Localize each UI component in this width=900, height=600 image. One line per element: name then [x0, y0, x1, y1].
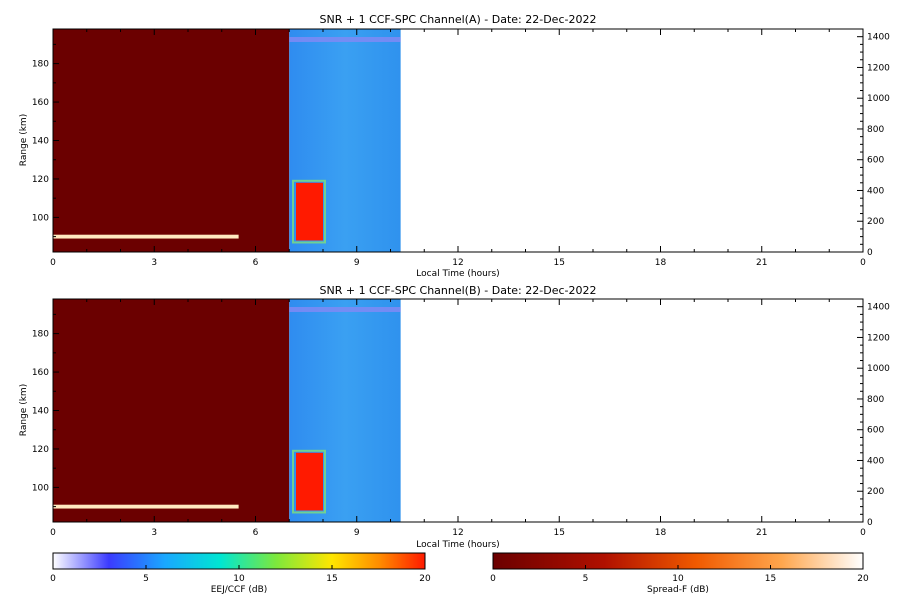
y-tick-label: 180 — [32, 60, 49, 70]
colorbar-tick-label: 0 — [490, 574, 496, 584]
y-right-tick-label: 800 — [867, 395, 884, 405]
panel-channel-a: SNR + 1 CCF-SPC Channel(A) - Date: 22-De… — [19, 13, 890, 279]
colorbar-eej-ccf: 0 5 10 15 20 EEJ/CCF (dB) — [50, 552, 431, 595]
colorbar-tick-label: 0 — [50, 574, 56, 584]
x-tick-label: 9 — [354, 528, 360, 538]
x-tick-label: 0 — [50, 528, 56, 538]
x-tick-label: 21 — [756, 528, 767, 538]
x-tick-label: 18 — [655, 528, 667, 538]
colorbar-label: EEJ/CCF (dB) — [211, 585, 268, 595]
colorbar-tick-label: 5 — [143, 574, 149, 584]
x-tick-label: 12 — [452, 528, 463, 538]
y-right-tick-label: 400 — [867, 456, 884, 466]
panel-title: SNR + 1 CCF-SPC Channel(B) - Date: 22-De… — [320, 284, 597, 297]
y-tick-label: 120 — [32, 445, 49, 455]
x-tick-label: 6 — [253, 258, 259, 268]
y-right-tick-label: 600 — [867, 426, 884, 436]
y-right-tick-label: 1400 — [867, 33, 890, 43]
colorbar-ticks: 0 5 10 15 20 — [490, 565, 869, 584]
x-tick-label: 3 — [151, 528, 157, 538]
x-tick-label: 0 — [50, 258, 56, 268]
y-tick-label: 160 — [32, 98, 49, 108]
heatmap-region — [53, 234, 239, 239]
y-right-tick-label: 200 — [867, 217, 884, 227]
x-tick-label: 21 — [756, 258, 767, 268]
y-right-tick-label: 400 — [867, 186, 884, 196]
y-tick-label: 120 — [32, 175, 49, 185]
y-right-tick-label: 800 — [867, 125, 884, 135]
y-right-tick-label: 0 — [867, 248, 873, 258]
x-tick-label: 6 — [253, 528, 259, 538]
heatmap-region — [296, 182, 323, 241]
colorbar-label: Spread-F (dB) — [647, 585, 709, 595]
x-tick-label: 12 — [452, 258, 463, 268]
heatmap-edge-band — [289, 37, 401, 42]
colorbar-tick-label: 5 — [583, 574, 589, 584]
x-tick-label: 18 — [655, 258, 667, 268]
echo-fringe — [292, 449, 326, 514]
y-right-tick-label: 1200 — [867, 333, 890, 343]
y-right-tick-label: 600 — [867, 156, 884, 166]
x-tick-label: 0 — [860, 258, 866, 268]
x-axis-label: Local Time (hours) — [416, 269, 499, 279]
x-tick-label: 9 — [354, 258, 360, 268]
heatmap-region — [53, 299, 290, 522]
heatmap-plot — [53, 299, 401, 522]
y-tick-label: 100 — [32, 213, 49, 223]
colorbar-spread-f: 0 5 10 15 20 Spread-F (dB) — [490, 552, 869, 595]
heatmap-plot — [53, 29, 401, 252]
y-right-tick-label: 1000 — [867, 364, 890, 374]
colorbar-tick-label: 10 — [672, 574, 684, 584]
y-axis-right: 0 200 400 600 800 1000 1200 1400 — [857, 303, 890, 528]
panel-title: SNR + 1 CCF-SPC Channel(A) - Date: 22-De… — [320, 13, 597, 26]
colorbar-tick-label: 10 — [233, 574, 245, 584]
y-tick-label: 180 — [32, 330, 49, 340]
y-right-tick-label: 200 — [867, 487, 884, 497]
heatmap-region — [53, 29, 290, 252]
y-tick-label: 160 — [32, 368, 49, 378]
echo-fringe — [292, 179, 326, 244]
y-axis-label: Range (km) — [19, 384, 29, 436]
x-axis: 0 3 6 9 12 15 18 21 0 — [50, 299, 866, 538]
colorbar-tick-label: 20 — [419, 574, 431, 584]
colorbar-tick-label: 20 — [857, 574, 869, 584]
heatmap-edge-band — [289, 307, 401, 312]
y-tick-label: 100 — [32, 483, 49, 493]
x-axis: 0 3 6 9 12 15 18 21 0 — [50, 29, 866, 268]
y-right-tick-label: 1000 — [867, 94, 890, 104]
colorbar-ticks: 0 5 10 15 20 — [50, 565, 431, 584]
x-tick-label: 3 — [151, 258, 157, 268]
colorbar-tick-label: 15 — [326, 574, 337, 584]
heatmap-region — [296, 452, 323, 511]
x-tick-label: 15 — [554, 528, 565, 538]
heatmap-region — [53, 504, 239, 509]
y-axis-left: 100 120 140 160 180 — [32, 313, 59, 508]
panel-channel-b: SNR + 1 CCF-SPC Channel(B) - Date: 22-De… — [19, 284, 890, 550]
x-axis-label: Local Time (hours) — [416, 540, 499, 550]
colorbar-tick-label: 15 — [765, 574, 776, 584]
y-axis-label: Range (km) — [19, 114, 29, 166]
y-axis-left: 100 120 140 160 180 — [32, 43, 59, 238]
y-right-tick-label: 0 — [867, 518, 873, 528]
y-tick-label: 140 — [32, 407, 49, 417]
y-tick-label: 140 — [32, 137, 49, 147]
y-axis-right: 0 200 400 600 800 1000 1200 1400 — [857, 33, 890, 258]
y-right-tick-label: 1400 — [867, 303, 890, 313]
x-tick-label: 0 — [860, 528, 866, 538]
x-tick-label: 15 — [554, 258, 565, 268]
y-right-tick-label: 1200 — [867, 63, 890, 73]
